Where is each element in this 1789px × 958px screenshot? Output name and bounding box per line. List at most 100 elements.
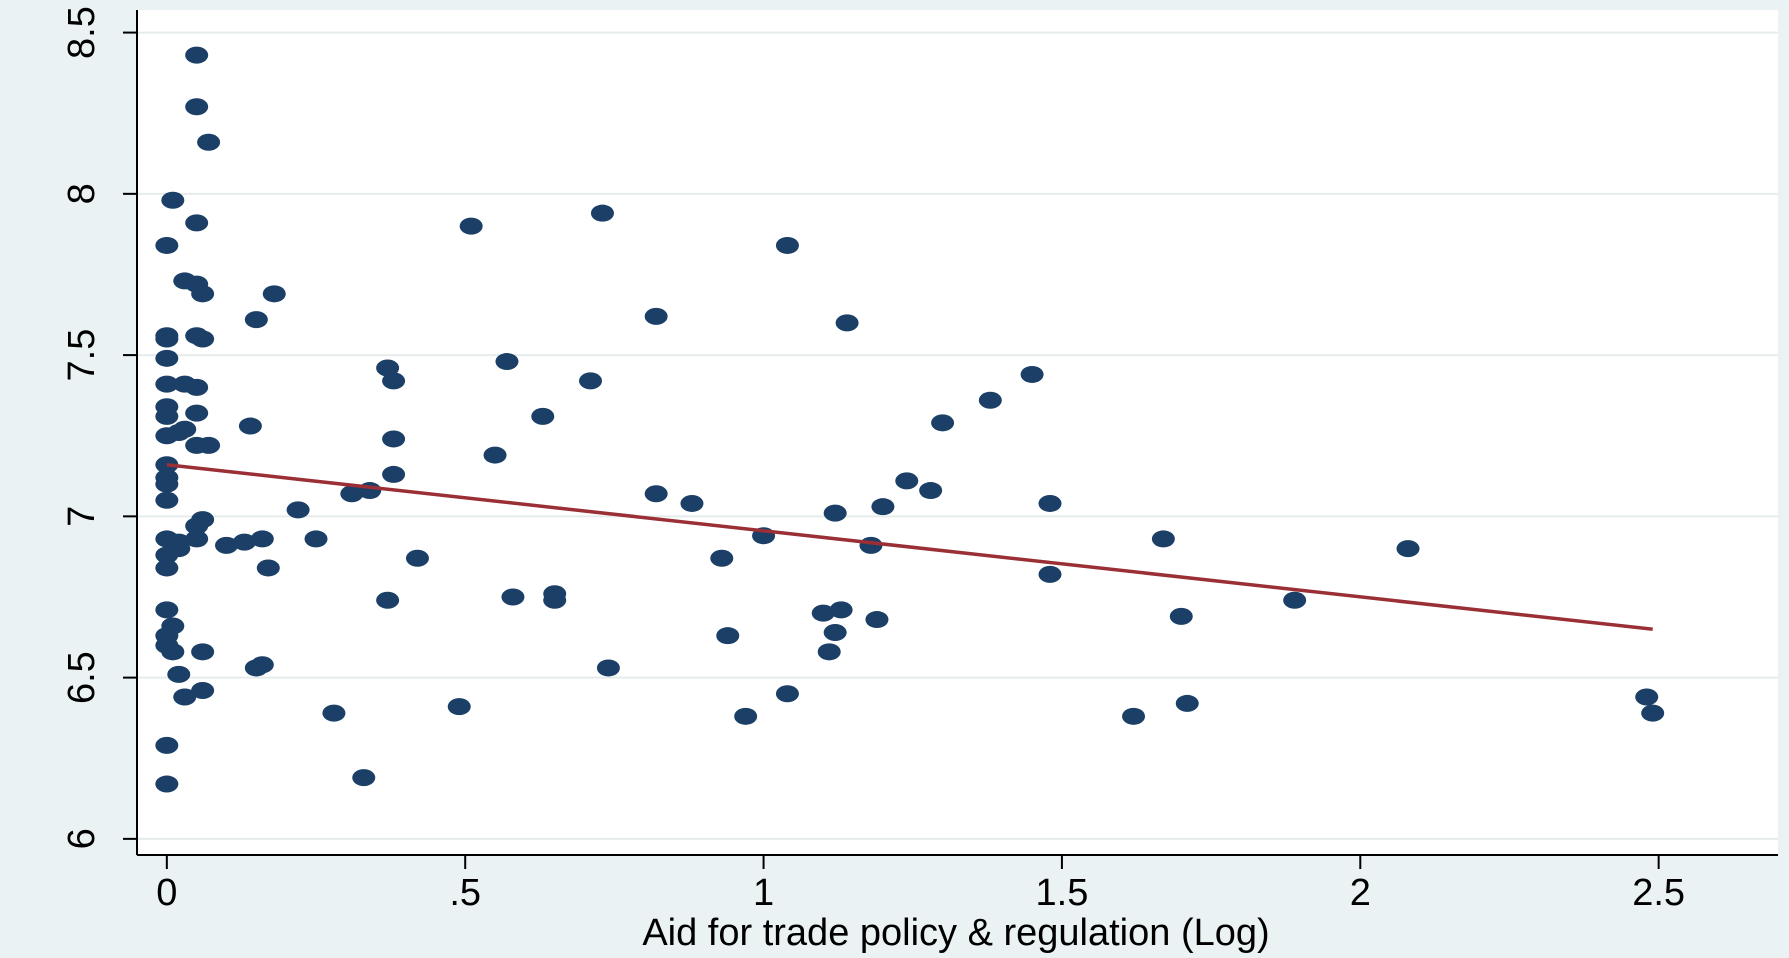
scatter-point (155, 775, 179, 793)
scatter-point (173, 688, 197, 706)
scatter-point (191, 285, 215, 303)
scatter-point (835, 314, 859, 332)
x-tick-label: 0 (156, 872, 177, 914)
scatter-point (191, 682, 215, 700)
scatter-point (865, 611, 889, 629)
y-tick-label: 6 (61, 828, 103, 849)
scatter-point (256, 559, 280, 577)
label-layer: 6 6.5 7 7.5 8 8.5 0 .5 1 1.5 2 2.5 (61, 6, 1685, 914)
scatter-point (590, 204, 614, 222)
scatter-point (1020, 365, 1044, 383)
scatter-point (185, 214, 209, 232)
scatter-point (919, 482, 943, 500)
scatter-point (1396, 540, 1420, 558)
y-tick-label: 8.5 (61, 6, 103, 59)
scatter-point (710, 549, 734, 567)
x-tick-label: .5 (449, 872, 481, 914)
x-tick-label: 2.5 (1632, 872, 1685, 914)
scatter-point (978, 391, 1002, 409)
scatter-point (155, 375, 179, 393)
scatter-point (382, 372, 406, 390)
y-tick-label: 8 (61, 183, 103, 204)
scatter-point (250, 656, 274, 674)
scatter-point (1038, 494, 1062, 512)
x-axis-title: Aid for trade policy & regulation (Log) (642, 912, 1269, 953)
scatter-point (286, 501, 310, 519)
scatter-point (459, 217, 483, 235)
scatter-point (376, 359, 400, 377)
scatter-point (823, 623, 847, 641)
scatter-point (405, 549, 429, 567)
scatter-point (501, 588, 525, 606)
scatter-point (823, 504, 847, 522)
scatter-point (352, 769, 376, 787)
scatter-point (161, 643, 185, 661)
scatter-point (382, 430, 406, 448)
scatter-point (167, 665, 191, 683)
scatter-point (244, 311, 268, 329)
scatter-point (155, 427, 179, 445)
scatter-point (191, 643, 215, 661)
scatter-point (1641, 704, 1665, 722)
grid-layer (137, 31, 1778, 840)
scatter-point (155, 349, 179, 367)
plot-area (137, 10, 1778, 855)
scatter-point (680, 494, 704, 512)
scatter-point (447, 698, 471, 716)
scatter-point (185, 517, 209, 535)
scatter-point (185, 530, 209, 548)
y-tick-label: 7.5 (61, 329, 103, 382)
scatter-point (262, 285, 286, 303)
scatter-point (829, 601, 853, 619)
scatter-point (250, 530, 274, 548)
scatter-point (382, 465, 406, 483)
scatter-point (931, 414, 955, 432)
scatter-point (483, 446, 507, 464)
scatter-point (155, 236, 179, 254)
scatter-point (531, 407, 555, 425)
scatter-point (644, 307, 668, 325)
x-tick-label: 1 (753, 872, 774, 914)
scatter-point (155, 330, 179, 348)
scatter-point (191, 330, 215, 348)
scatter-point (543, 591, 567, 609)
x-tick-label: 1.5 (1036, 872, 1089, 914)
scatter-point (340, 485, 364, 503)
scatter-point (155, 559, 179, 577)
scatter-point (155, 736, 179, 754)
scatter-point (185, 404, 209, 422)
scatter-point (185, 378, 209, 396)
scatter-point (238, 417, 262, 435)
scatter-point (817, 643, 841, 661)
fit-line-layer (166, 463, 1653, 631)
axis-layer (123, 10, 1778, 869)
scatter-point (232, 533, 256, 551)
scatter-point (155, 546, 179, 564)
scatter-point (1151, 530, 1175, 548)
scatter-point (1122, 707, 1146, 725)
scatter-point (376, 591, 400, 609)
y-tick-label: 7 (61, 506, 103, 527)
scatter-point (155, 407, 179, 425)
scatter-point (1038, 565, 1062, 583)
scatter-point (185, 46, 209, 64)
scatter-point (895, 472, 919, 490)
scatter-point (1283, 591, 1307, 609)
x-tick-label: 2 (1350, 872, 1371, 914)
scatter-point (197, 133, 221, 151)
scatter-point (811, 604, 835, 622)
scatter-point (579, 372, 603, 390)
scatter-point (859, 536, 883, 554)
scatter-point (155, 475, 179, 493)
scatter-point (644, 485, 668, 503)
scatter-point (1169, 607, 1193, 625)
scatter-point (495, 353, 519, 371)
fitted-line (166, 463, 1653, 631)
scatter-point (155, 601, 179, 619)
scatter-point (155, 491, 179, 509)
scatter-point (596, 659, 620, 677)
scatter-point (716, 627, 740, 645)
scatter-point (734, 707, 758, 725)
